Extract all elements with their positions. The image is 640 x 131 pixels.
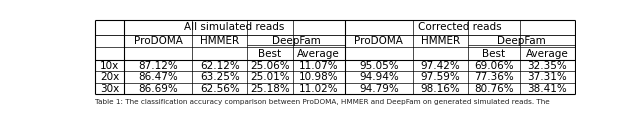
Text: 94.94%: 94.94% — [359, 72, 399, 82]
Text: 63.25%: 63.25% — [200, 72, 239, 82]
Text: 38.41%: 38.41% — [527, 84, 567, 94]
Text: 32.35%: 32.35% — [527, 61, 567, 71]
Text: Table 1: The classification accuracy comparison between ProDOMA, HMMER and DeepF: Table 1: The classification accuracy com… — [95, 99, 550, 105]
Text: Best: Best — [259, 49, 282, 59]
Text: 97.59%: 97.59% — [420, 72, 460, 82]
Text: 11.07%: 11.07% — [299, 61, 339, 71]
Text: 62.56%: 62.56% — [200, 84, 239, 94]
Text: 20x: 20x — [100, 72, 119, 82]
Text: 97.42%: 97.42% — [420, 61, 460, 71]
Text: 95.05%: 95.05% — [359, 61, 399, 71]
Text: Corrected reads: Corrected reads — [418, 22, 501, 32]
Text: 10x: 10x — [100, 61, 119, 71]
Text: 86.47%: 86.47% — [138, 72, 178, 82]
Text: Best: Best — [482, 49, 505, 59]
Text: 10.98%: 10.98% — [299, 72, 339, 82]
Text: 94.79%: 94.79% — [359, 84, 399, 94]
Text: 62.12%: 62.12% — [200, 61, 239, 71]
Text: 87.12%: 87.12% — [138, 61, 178, 71]
Text: 11.02%: 11.02% — [299, 84, 339, 94]
Text: HMMER: HMMER — [200, 36, 239, 46]
Text: 25.01%: 25.01% — [250, 72, 290, 82]
Text: 37.31%: 37.31% — [527, 72, 567, 82]
Text: All simulated reads: All simulated reads — [184, 22, 285, 32]
Text: HMMER: HMMER — [420, 36, 460, 46]
Text: 80.76%: 80.76% — [474, 84, 513, 94]
Text: 25.18%: 25.18% — [250, 84, 290, 94]
Text: DeepFam: DeepFam — [497, 36, 545, 46]
Text: 30x: 30x — [100, 84, 119, 94]
Text: 69.06%: 69.06% — [474, 61, 513, 71]
Text: 98.16%: 98.16% — [420, 84, 460, 94]
Text: ProDOMA: ProDOMA — [355, 36, 403, 46]
Text: 25.06%: 25.06% — [250, 61, 290, 71]
Text: ProDOMA: ProDOMA — [134, 36, 183, 46]
Text: 77.36%: 77.36% — [474, 72, 513, 82]
Text: DeepFam: DeepFam — [271, 36, 321, 46]
Text: Average: Average — [525, 49, 568, 59]
Text: 86.69%: 86.69% — [138, 84, 178, 94]
Text: Average: Average — [298, 49, 340, 59]
